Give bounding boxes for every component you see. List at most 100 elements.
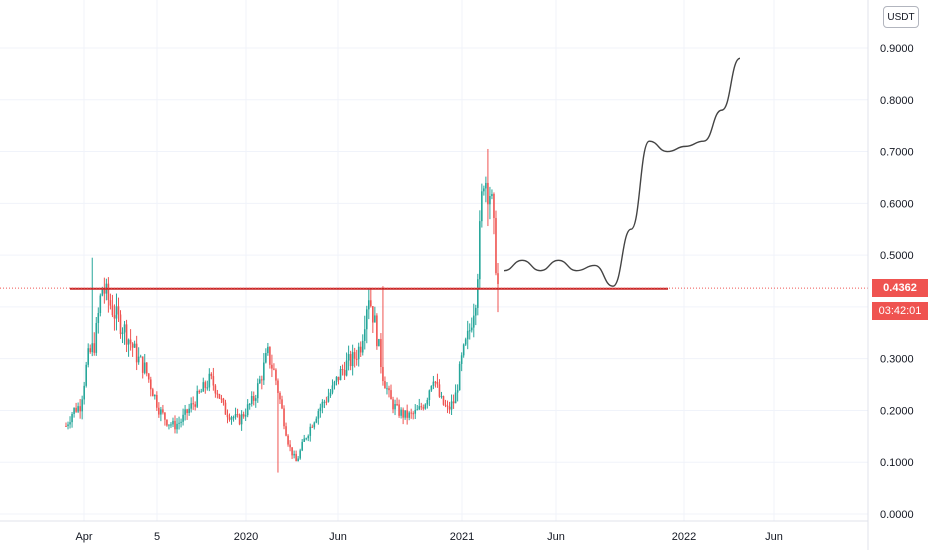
candle-body	[117, 306, 120, 315]
candle-body	[489, 196, 491, 205]
candle-body	[483, 188, 485, 192]
candle-body	[295, 453, 297, 462]
candle-body	[303, 438, 306, 442]
candle-body	[283, 408, 285, 427]
y-tick-label: 0.9000	[880, 43, 914, 55]
candle-body	[277, 380, 279, 393]
candle-body	[361, 340, 364, 353]
candle-body	[222, 398, 225, 403]
candle-body	[107, 283, 110, 301]
currency-badge[interactable]: USDT	[883, 6, 919, 28]
candle-body	[456, 390, 459, 393]
x-tick-label: 2022	[672, 531, 696, 543]
candle-body	[370, 300, 372, 307]
candle-body	[353, 352, 356, 359]
candle-body	[440, 396, 443, 398]
candle-body	[474, 307, 477, 316]
x-axis[interactable]: Apr 5 2020 Jun 2021 Jun 2022 Jun	[75, 531, 782, 543]
candle-body	[418, 406, 421, 410]
candle-body	[454, 392, 457, 404]
candle-body	[291, 447, 293, 456]
candle-body	[392, 399, 394, 410]
candle-body	[325, 401, 328, 403]
candle-body	[357, 346, 360, 360]
candle-body	[230, 417, 233, 420]
candle-body	[143, 362, 146, 373]
candle-body	[238, 414, 241, 425]
candle-body	[147, 373, 150, 380]
candle-body	[176, 423, 178, 430]
candle-body	[180, 421, 182, 423]
candle-body	[273, 368, 275, 370]
candle-body	[323, 401, 326, 403]
candle-body	[228, 417, 231, 420]
candle-body	[442, 396, 445, 405]
candle-body	[468, 330, 471, 332]
candle-body	[115, 306, 118, 319]
candle-body	[271, 364, 273, 369]
y-tick-label: 0.2000	[880, 405, 914, 417]
candle-body	[214, 385, 217, 394]
candle-body	[460, 355, 463, 364]
last-price-tag: 0.4362	[872, 279, 928, 297]
candle-body	[315, 418, 318, 423]
candle-body	[420, 406, 423, 408]
candle-body	[168, 424, 170, 426]
candle-body	[81, 399, 83, 412]
candle-body	[327, 396, 330, 402]
candle-body	[198, 390, 201, 393]
candle-body	[384, 381, 386, 389]
candle-body	[374, 315, 376, 323]
candle-body	[246, 404, 249, 416]
candle-body	[434, 381, 437, 383]
candle-body	[345, 360, 348, 376]
candle-body	[149, 379, 152, 390]
candle-body	[281, 399, 283, 409]
candle-body	[388, 388, 390, 391]
candle-body	[319, 407, 322, 412]
x-tick-label: Apr	[75, 531, 92, 543]
projection-path[interactable]	[503, 57, 741, 287]
candle-body	[254, 398, 257, 401]
candle-body	[414, 409, 417, 414]
candle-body	[119, 314, 122, 335]
candle-body	[347, 354, 350, 361]
candle-body	[261, 379, 263, 381]
candle-body	[178, 422, 180, 424]
candle-body	[337, 376, 340, 381]
candle-body	[408, 412, 410, 418]
candle-body	[93, 343, 96, 353]
candle-body	[410, 412, 412, 414]
candle-body	[194, 404, 196, 407]
candle-body	[65, 425, 67, 427]
candle-body	[141, 356, 144, 373]
candle-body	[446, 405, 449, 407]
candle-body	[216, 393, 219, 395]
candle-body	[398, 404, 400, 416]
candle-body	[493, 194, 495, 219]
candlestick-series	[65, 148, 499, 473]
y-tick-label: 0.5000	[880, 250, 914, 262]
candle-body	[448, 406, 451, 410]
x-tick-label: Jun	[765, 531, 783, 543]
candle-body	[87, 348, 90, 365]
candle-body	[396, 404, 398, 406]
candle-body	[162, 409, 164, 413]
candle-body	[129, 339, 132, 344]
candle-body	[466, 330, 469, 340]
candle-body	[89, 348, 92, 353]
candle-body	[444, 404, 447, 406]
candle-body	[355, 358, 358, 360]
candle-body	[485, 182, 487, 189]
candle-body	[331, 385, 334, 393]
candle-body	[297, 458, 299, 462]
candle-body	[428, 390, 431, 400]
candle-body	[307, 435, 310, 439]
candle-body	[145, 362, 148, 374]
candle-body	[329, 392, 332, 397]
candle-body	[351, 352, 354, 367]
candle-body	[250, 396, 253, 405]
candle-body	[436, 382, 439, 385]
candle-body	[111, 305, 114, 316]
